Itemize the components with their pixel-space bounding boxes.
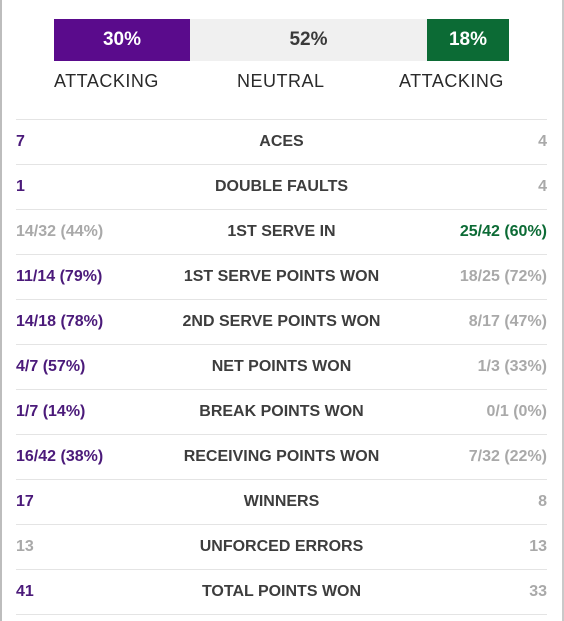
p1-attacking-segment: 30% [54, 19, 190, 61]
stat-label: 1ST SERVE IN [227, 223, 336, 240]
stat-label: UNFORCED ERRORS [199, 538, 364, 555]
p1-stat-value: 4/7 (57%) [16, 358, 86, 375]
stat-row-receiving-points-won: RECEIVING POINTS WON 16/42 (38%) 7/32 (2… [16, 434, 547, 479]
p1-stat-value: 1 [16, 178, 25, 195]
stat-row-break-points-won: BREAK POINTS WON 1/7 (14%) 0/1 (0%) [16, 389, 547, 434]
p2-stat-value: 0/1 (0%) [486, 403, 547, 420]
momentum-labels: ATTACKING NEUTRAL ATTACKING [0, 71, 564, 95]
stat-row-second-serve-points-won: 2ND SERVE POINTS WON 14/18 (78%) 8/17 (4… [16, 299, 547, 344]
p2-stat-value: 1/3 (33%) [477, 358, 547, 375]
momentum-bar: 30% 52% 18% [54, 19, 509, 61]
stat-row-winners: WINNERS 17 8 [16, 479, 547, 524]
stat-row-total-points-won: TOTAL POINTS WON 41 33 [16, 569, 547, 615]
p2-stat-value: 8/17 (47%) [468, 313, 547, 330]
neutral-segment: 52% [190, 19, 427, 61]
stat-label: ACES [259, 133, 304, 150]
p2-attacking-segment: 18% [427, 19, 509, 61]
p2-stat-value: 4 [538, 133, 547, 150]
stat-row-unforced-errors: UNFORCED ERRORS 13 13 [16, 524, 547, 569]
stat-label: RECEIVING POINTS WON [183, 448, 380, 465]
stat-label: BREAK POINTS WON [199, 403, 364, 420]
p1-stat-value: 14/18 (78%) [16, 313, 104, 330]
stat-label: DOUBLE FAULTS [214, 178, 349, 195]
p1-stat-value: 1/7 (14%) [16, 403, 86, 420]
right-frame-border [562, 0, 564, 621]
left-frame-border [0, 0, 2, 621]
p2-attacking-label: ATTACKING [399, 71, 504, 91]
stat-label: TOTAL POINTS WON [201, 583, 362, 600]
p2-stat-value: 13 [529, 538, 547, 555]
p2-stat-value: 18/25 (72%) [459, 268, 547, 285]
match-stats-table: ACES 7 4 DOUBLE FAULTS 1 4 1ST SERVE IN … [16, 119, 547, 615]
p2-stat-value: 4 [538, 178, 547, 195]
stat-label: 1ST SERVE POINTS WON [183, 268, 380, 285]
p1-attacking-label: ATTACKING [54, 71, 159, 91]
p2-stat-value: 33 [529, 583, 547, 600]
p2-stat-value: 25/42 (60%) [459, 223, 547, 240]
p1-stat-value: 16/42 (38%) [16, 448, 104, 465]
p1-stat-value: 13 [16, 538, 34, 555]
stat-label: NET POINTS WON [211, 358, 352, 375]
neutral-label: NEUTRAL [237, 71, 325, 91]
stat-label: 2ND SERVE POINTS WON [182, 313, 381, 330]
stat-row-first-serve-in: 1ST SERVE IN 14/32 (44%) 25/42 (60%) [16, 209, 547, 254]
stat-row-aces: ACES 7 4 [16, 119, 547, 164]
p1-stat-value: 41 [16, 583, 34, 600]
p1-stat-value: 7 [16, 133, 25, 150]
stat-row-double-faults: DOUBLE FAULTS 1 4 [16, 164, 547, 209]
p2-stat-value: 7/32 (22%) [468, 448, 547, 465]
stat-label: WINNERS [243, 493, 320, 510]
p1-stat-value: 11/14 (79%) [16, 268, 103, 285]
p1-stat-value: 17 [16, 493, 34, 510]
p1-stat-value: 14/32 (44%) [16, 223, 104, 240]
p2-stat-value: 8 [538, 493, 547, 510]
stat-row-net-points-won: NET POINTS WON 4/7 (57%) 1/3 (33%) [16, 344, 547, 389]
stat-row-first-serve-points-won: 1ST SERVE POINTS WON 11/14 (79%) 18/25 (… [16, 254, 547, 299]
